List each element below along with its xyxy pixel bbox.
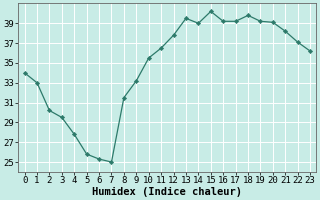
X-axis label: Humidex (Indice chaleur): Humidex (Indice chaleur) [92, 186, 242, 197]
